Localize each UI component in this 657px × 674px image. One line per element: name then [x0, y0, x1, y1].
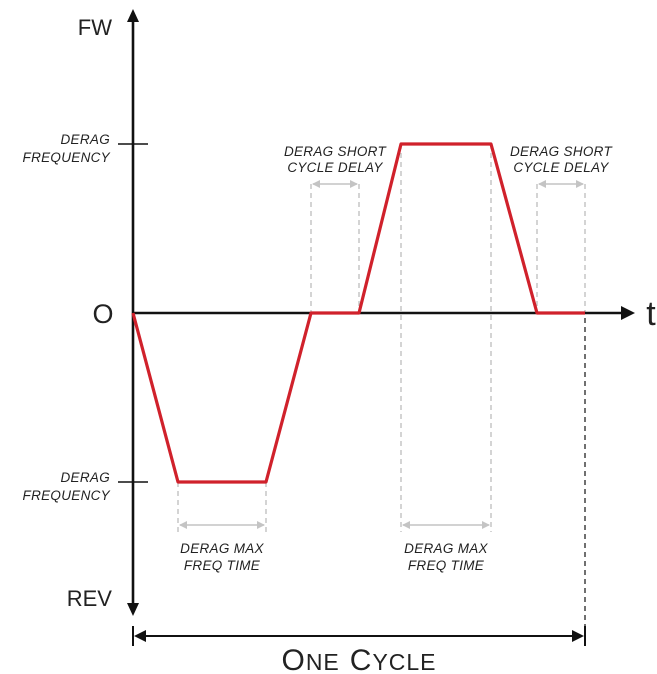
y-axis-top-label: FW — [78, 15, 112, 40]
upper-level-label-line1: DERAG — [60, 132, 110, 147]
lower-level-label-line1: DERAG — [60, 470, 110, 485]
one-cycle-label: ONE CYCLE — [281, 644, 436, 674]
short-delay-label-1-line1: DERAG SHORT — [284, 144, 388, 159]
interval-arrows — [179, 180, 584, 529]
one-cycle-label-o: O — [281, 644, 305, 674]
origin-label: O — [92, 299, 113, 329]
one-cycle-right-arrow-icon — [572, 630, 584, 642]
y-axis-bottom-arrow-icon — [127, 603, 139, 616]
max-freq-time-label-2-line1: DERAG MAX — [404, 541, 488, 556]
one-cycle-label-c: C — [350, 644, 373, 674]
lower-level-label-line2: FREQUENCY — [23, 488, 111, 503]
one-cycle-label-ne: NE — [306, 649, 340, 674]
x-axis-label: t — [646, 295, 656, 333]
upper-level-label-line2: FREQUENCY — [23, 150, 111, 165]
derag-waveform — [131, 142, 585, 484]
short-delay-label-1-line2: CYCLE DELAY — [287, 160, 383, 175]
guide-lines — [177, 144, 586, 532]
short-delay-label-2-line1: DERAG SHORT — [510, 144, 614, 159]
y-axis-top-arrow-icon — [127, 9, 139, 22]
max-freq-time-label-1-line2: FREQ TIME — [184, 558, 261, 573]
one-cycle-left-arrow-icon — [134, 630, 146, 642]
max-freq-time-label-1-line1: DERAG MAX — [180, 541, 264, 556]
max-freq-time-label-2-line2: FREQ TIME — [408, 558, 485, 573]
one-cycle-label-ycle: YCLE — [372, 649, 436, 674]
short-delay-label-2-line2: CYCLE DELAY — [513, 160, 609, 175]
y-axis-bottom-label: REV — [67, 586, 113, 611]
x-axis-arrow-icon — [621, 306, 635, 320]
